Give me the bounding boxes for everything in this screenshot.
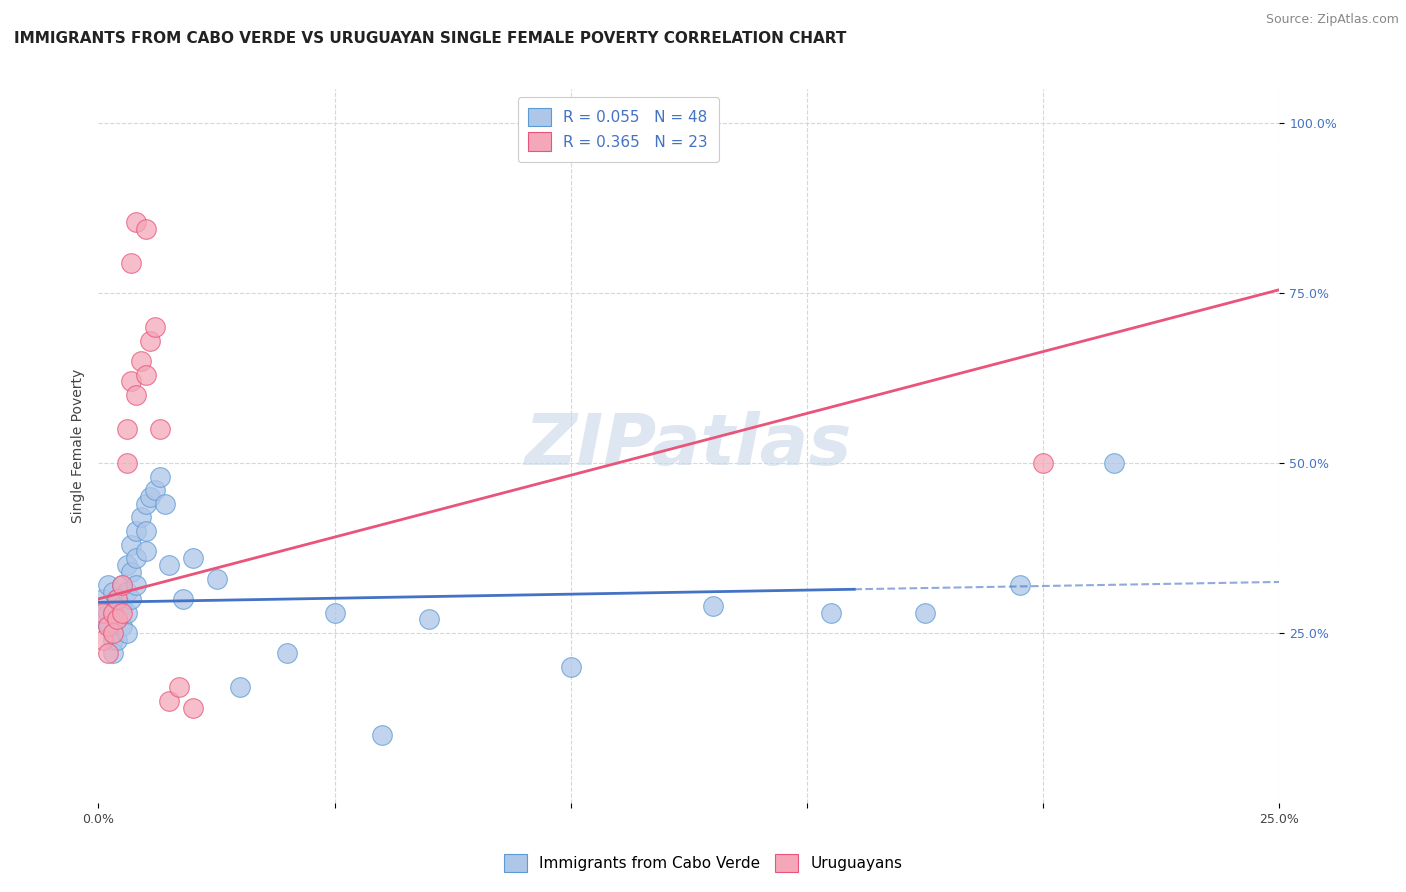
Point [229, 680, 252, 694]
Point [418, 612, 440, 626]
Point [125, 388, 148, 402]
Point [149, 469, 172, 483]
Point [276, 646, 298, 660]
Point [101, 626, 124, 640]
Point [181, 551, 204, 566]
Point [111, 578, 134, 592]
Point [105, 612, 128, 626]
Legend: R = 0.055   N = 48, R = 0.365   N = 23: R = 0.055 N = 48, R = 0.365 N = 23 [517, 97, 718, 161]
Point [105, 591, 128, 606]
Point [323, 606, 346, 620]
Legend: Immigrants from Cabo Verde, Uruguayans: Immigrants from Cabo Verde, Uruguayans [496, 846, 910, 880]
Point [153, 497, 176, 511]
Point [105, 591, 128, 606]
Point [125, 524, 148, 538]
Point [181, 700, 204, 714]
Point [143, 483, 166, 498]
Point [97, 646, 120, 660]
Point [1102, 456, 1125, 470]
Point [135, 544, 157, 558]
Point [91, 591, 114, 606]
Point [149, 422, 172, 436]
Point [135, 368, 157, 382]
Point [121, 565, 143, 579]
Point [129, 510, 152, 524]
Point [121, 537, 143, 551]
Point [914, 606, 936, 620]
Point [111, 619, 134, 633]
Point [139, 490, 162, 504]
Point [97, 619, 120, 633]
Point [135, 524, 157, 538]
Point [135, 497, 157, 511]
Point [101, 632, 124, 647]
Point [702, 599, 724, 613]
Point [167, 680, 190, 694]
Point [157, 558, 180, 572]
Point [91, 632, 114, 647]
Point [121, 375, 143, 389]
Point [371, 728, 394, 742]
Point [97, 619, 120, 633]
Point [115, 626, 138, 640]
Point [205, 572, 228, 586]
Point [115, 606, 138, 620]
Point [121, 591, 143, 606]
Point [157, 694, 180, 708]
Point [129, 354, 152, 368]
Point [105, 632, 128, 647]
Point [101, 646, 124, 660]
Point [172, 591, 194, 606]
Text: IMMIGRANTS FROM CABO VERDE VS URUGUAYAN SINGLE FEMALE POVERTY CORRELATION CHART: IMMIGRANTS FROM CABO VERDE VS URUGUAYAN … [14, 31, 846, 46]
Point [105, 612, 128, 626]
Point [101, 606, 124, 620]
Point [101, 585, 124, 599]
Point [111, 578, 134, 592]
Point [115, 585, 138, 599]
Point [125, 551, 148, 566]
Point [111, 606, 134, 620]
Point [125, 578, 148, 592]
Point [125, 215, 148, 229]
Point [115, 456, 138, 470]
Point [115, 422, 138, 436]
Text: Source: ZipAtlas.com: Source: ZipAtlas.com [1265, 13, 1399, 27]
Text: ZIPatlas: ZIPatlas [526, 411, 852, 481]
Point [121, 255, 143, 269]
Point [1032, 456, 1054, 470]
Point [97, 578, 120, 592]
Point [135, 221, 157, 235]
Point [101, 606, 124, 620]
Y-axis label: Single Female Poverty: Single Female Poverty [70, 369, 84, 523]
Point [97, 606, 120, 620]
Point [115, 558, 138, 572]
Point [820, 606, 842, 620]
Point [111, 599, 134, 613]
Point [91, 612, 114, 626]
Point [139, 334, 162, 348]
Point [1008, 578, 1031, 592]
Point [560, 660, 582, 674]
Point [143, 320, 166, 334]
Point [91, 606, 114, 620]
